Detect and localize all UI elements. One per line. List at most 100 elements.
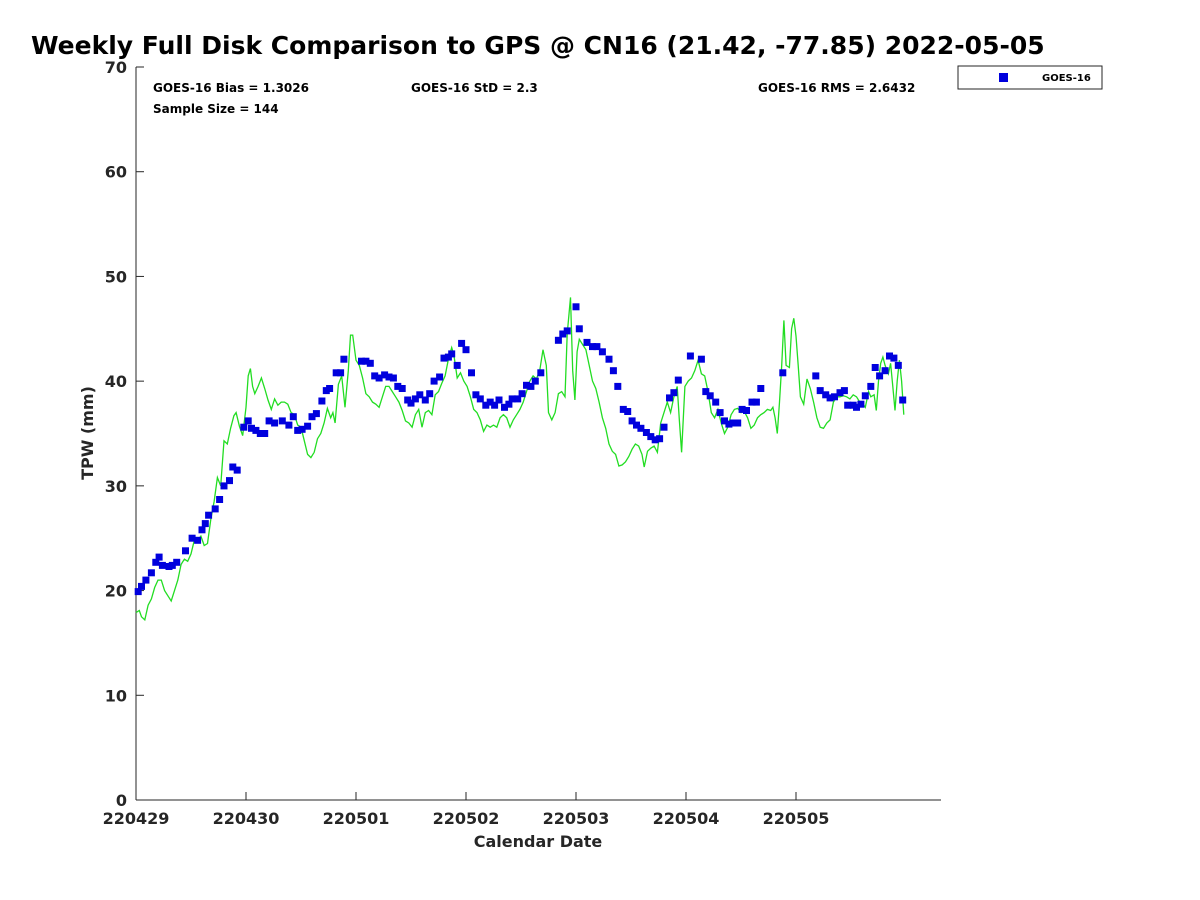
goes16-data-point xyxy=(514,395,522,403)
goes16-data-point xyxy=(743,407,750,414)
goes16-data-point xyxy=(894,361,902,369)
y-tick-label: 70 xyxy=(105,58,127,77)
goes16-data-point xyxy=(589,343,596,351)
legend-label: GOES-16 xyxy=(1042,73,1091,84)
y-tick-label: 0 xyxy=(116,791,127,810)
series-layer xyxy=(134,297,907,622)
goes16-data-point xyxy=(881,367,889,375)
goes16-data-point xyxy=(619,405,627,413)
goes16-data-point xyxy=(822,391,830,399)
goes16-data-point xyxy=(605,355,613,363)
y-tick-label: 30 xyxy=(105,477,127,496)
goes16-data-point xyxy=(358,357,365,365)
goes16-data-point xyxy=(840,387,848,395)
goes16-data-point xyxy=(593,343,601,351)
goes16-data-point xyxy=(421,396,429,404)
x-tick-label: 220502 xyxy=(433,809,500,828)
goes16-data-point xyxy=(686,352,694,360)
goes16-data-point xyxy=(240,423,248,431)
y-axis-label: TPW (mm) xyxy=(78,386,97,480)
rms-stat: GOES-16 RMS = 2.6432 xyxy=(758,81,915,95)
goes16-data-point xyxy=(436,373,444,381)
goes16-data-point xyxy=(194,536,202,544)
chart-title: Weekly Full Disk Comparison to GPS @ CN1… xyxy=(31,31,1045,60)
goes16-data-point xyxy=(674,376,682,384)
goes16-data-point xyxy=(278,417,286,425)
goes16-data-point xyxy=(298,425,306,433)
goes16-data-point xyxy=(265,417,273,425)
goes16-data-point xyxy=(614,382,622,390)
goes16-data-point xyxy=(147,569,155,577)
goes16-data-point xyxy=(294,426,302,434)
goes16-data-point xyxy=(211,505,219,513)
goes16-data-point xyxy=(491,401,499,409)
goes16-data-point xyxy=(394,382,402,390)
goes16-data-point xyxy=(226,477,233,485)
goes16-data-point xyxy=(233,466,241,474)
goes16-data-point xyxy=(886,352,893,360)
goes16-data-point xyxy=(201,520,209,528)
goes16-data-point xyxy=(572,303,580,311)
goes16-data-point xyxy=(853,403,860,411)
goes16-data-point xyxy=(155,553,163,561)
goes16-data-point xyxy=(304,422,312,430)
goes16-data-point xyxy=(337,369,345,377)
std-stat: GOES-16 StD = 2.3 xyxy=(411,81,538,95)
goes16-data-point xyxy=(252,426,260,434)
goes16-data-point xyxy=(362,357,370,365)
goes16-data-point xyxy=(598,348,606,356)
goes16-data-point xyxy=(876,372,884,380)
goes16-data-point xyxy=(501,403,508,411)
goes16-data-point xyxy=(188,534,196,542)
x-ticks: 220429 220430 220501 220502 220503 220504 2205… xyxy=(103,792,829,828)
goes16-data-point xyxy=(182,547,189,555)
goes16-data-point xyxy=(261,430,269,437)
goes16-data-point xyxy=(168,561,176,569)
goes16-data-point xyxy=(656,435,664,443)
goes16-data-point xyxy=(375,374,383,382)
goes16-data-point xyxy=(495,396,503,404)
goes16-data-point xyxy=(248,424,255,432)
goes16-data-point xyxy=(216,496,224,503)
goes16-data-point xyxy=(458,339,466,347)
goes16-data-point xyxy=(527,382,535,390)
gps-series-line xyxy=(135,297,905,622)
goes16-data-point xyxy=(440,354,448,362)
goes16-data-point xyxy=(198,526,206,534)
goes16-data-point xyxy=(326,385,334,392)
goes16-data-point xyxy=(244,417,252,425)
y-tick-label: 40 xyxy=(105,372,127,391)
goes16-data-point xyxy=(812,372,820,380)
x-tick-label: 220430 xyxy=(213,809,280,828)
goes16-data-point xyxy=(867,382,875,390)
sample-size-stat: Sample Size = 144 xyxy=(153,102,279,116)
goes16-data-point xyxy=(702,388,710,396)
goes16-data-point xyxy=(308,413,316,421)
goes16-data-point xyxy=(152,558,160,566)
goes16-data-point xyxy=(826,394,834,402)
goes16-data-point xyxy=(398,385,406,392)
goes16-data-point xyxy=(416,391,424,399)
goes16-data-point xyxy=(583,338,591,346)
goes16-data-point xyxy=(554,336,562,344)
goes16-data-point xyxy=(205,511,213,519)
goes16-data-point xyxy=(340,355,348,363)
y-tick-label: 60 xyxy=(105,163,127,182)
goes16-data-point xyxy=(628,417,636,425)
x-tick-label: 220429 xyxy=(103,809,170,828)
goes16-data-point xyxy=(142,576,150,584)
goes16-data-point xyxy=(563,327,571,335)
goes16-data-point xyxy=(537,369,545,377)
y-ticks: 0 10 20 30 40 50 60 70 xyxy=(105,58,144,810)
goes16-data-point xyxy=(220,482,228,490)
goes16-data-point xyxy=(716,409,724,417)
goes16-data-point xyxy=(508,395,516,403)
goes16-data-point xyxy=(385,373,393,381)
goes16-data-point xyxy=(158,561,166,569)
goes16-data-point xyxy=(381,371,389,379)
goes16-data-point xyxy=(575,325,583,333)
goes16-data-point xyxy=(861,392,869,400)
goes16-data-point xyxy=(318,397,326,405)
goes16-data-point xyxy=(482,401,490,409)
goes16-data-point xyxy=(752,398,760,406)
